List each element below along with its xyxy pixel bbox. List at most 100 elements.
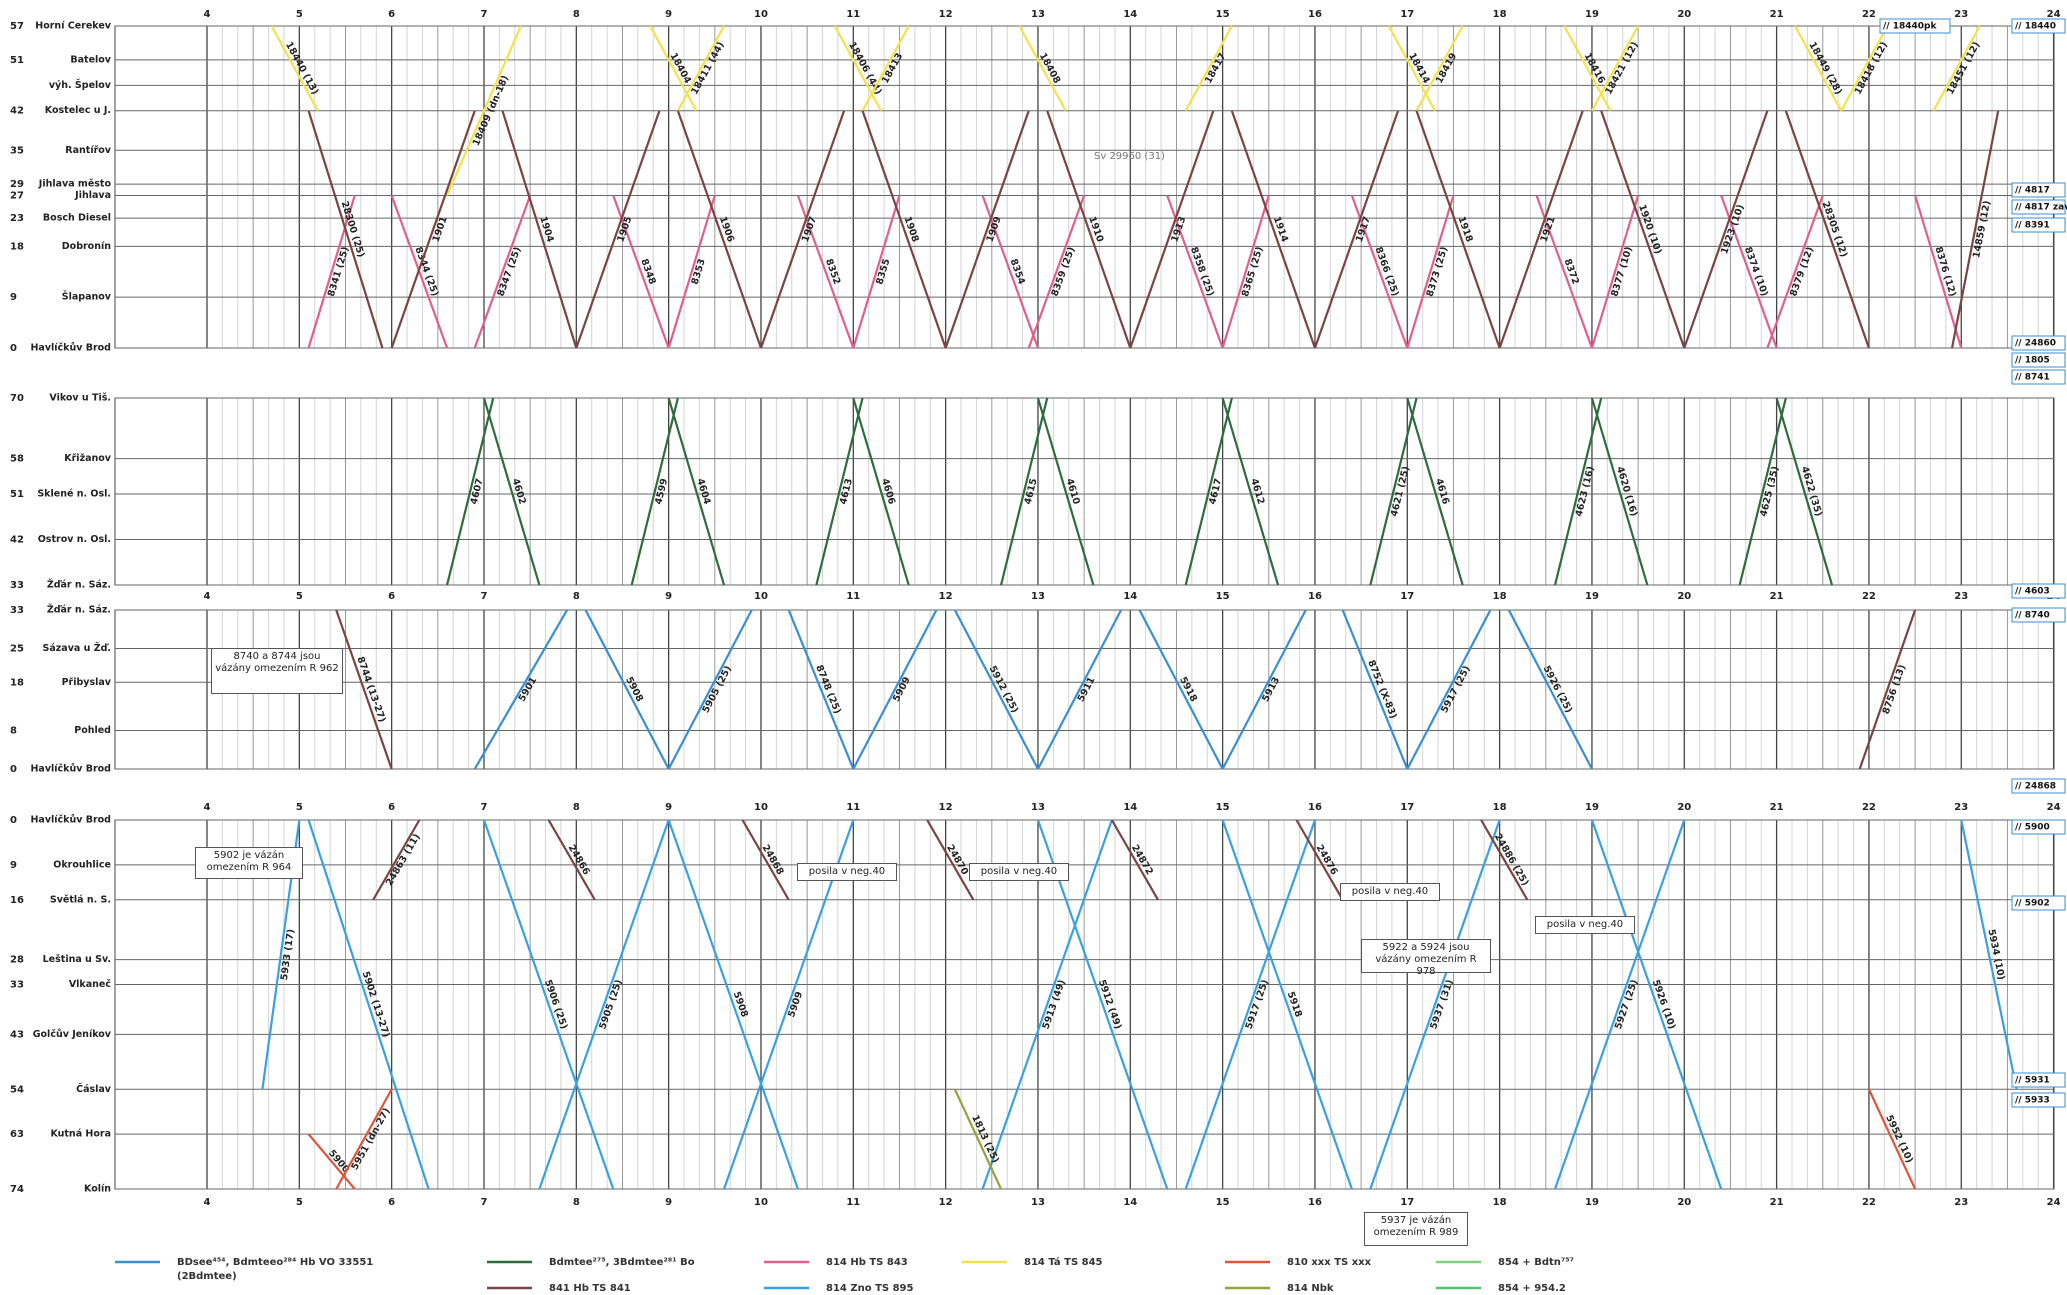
train-path	[667, 397, 726, 586]
hour-label: 10	[754, 9, 768, 20]
train-path	[575, 110, 661, 349]
hour-label: 20	[1677, 802, 1691, 813]
connection-label: // 8740	[2015, 611, 2050, 621]
hour-label: 9	[665, 802, 672, 813]
hour-label: 24	[2047, 9, 2061, 20]
station-km: 54	[10, 1084, 24, 1095]
hour-label: 5	[296, 802, 303, 813]
station-km: 70	[10, 393, 24, 404]
station-km: 9	[10, 860, 17, 871]
connection-label: // 4603	[2015, 587, 2050, 597]
train-path	[981, 195, 1040, 349]
train-path	[1784, 110, 1870, 349]
train-path	[335, 1088, 393, 1190]
train-path	[1018, 25, 1067, 112]
train-path	[1138, 609, 1224, 770]
hour-label: 18	[1493, 9, 1507, 20]
station-km: 42	[10, 535, 24, 546]
hour-label: 11	[846, 802, 860, 813]
station-name: výh. Špelov	[49, 79, 112, 91]
hour-label: 22	[1862, 9, 1876, 20]
connection-label: // 5931	[2015, 1076, 2050, 1086]
hour-label: 6	[388, 9, 395, 20]
note: 5902 je vázán omezením R 964	[195, 847, 303, 879]
hour-label: 7	[481, 591, 488, 602]
train-path	[307, 195, 356, 349]
hour-label: 23	[1954, 1197, 1968, 1208]
train-path	[1932, 25, 1981, 112]
train-path	[1553, 819, 1686, 1190]
hour-label: 18	[1493, 591, 1507, 602]
train-path	[1230, 110, 1316, 349]
hour-label: 14	[1123, 1197, 1137, 1208]
train-path	[649, 25, 698, 112]
hour-label: 20	[1677, 591, 1691, 602]
train-path	[1914, 195, 1963, 349]
hour-label: 4	[204, 1197, 211, 1208]
station-km: 18	[10, 241, 24, 252]
hour-label: 12	[939, 591, 953, 602]
hour-label: 18	[1493, 1197, 1507, 1208]
hour-label: 23	[1954, 802, 1968, 813]
train-path	[1590, 195, 1640, 349]
connection-box	[2011, 18, 2066, 34]
connection-label: // 8741	[2015, 373, 2050, 383]
station-km: 0	[10, 343, 17, 354]
train-path	[852, 609, 938, 770]
station-km: 33	[10, 980, 24, 991]
station-km: 16	[10, 895, 24, 906]
train-path	[861, 25, 910, 112]
train-path	[1406, 195, 1455, 349]
connection-label: // 24860	[2015, 339, 2056, 349]
station-name: Kutná Hora	[50, 1129, 111, 1140]
train-path	[501, 110, 578, 349]
station-km: 43	[10, 1029, 24, 1040]
hour-label: 19	[1585, 1197, 1599, 1208]
train-path	[787, 609, 855, 770]
station-name: Havlíčkův Brod	[30, 815, 111, 826]
station-name: Dobronín	[62, 241, 111, 252]
station-name: Žďár n. Sáz.	[47, 579, 111, 591]
connection-box	[2011, 1092, 2066, 1108]
connection-box	[2011, 607, 2066, 623]
hour-label: 22	[1862, 1197, 1876, 1208]
train-path	[1840, 25, 1889, 112]
train-path	[1221, 195, 1270, 349]
station-km: 29	[10, 179, 24, 190]
station-name: Rantířov	[65, 145, 111, 156]
train-path	[1563, 25, 1612, 112]
hour-label: 12	[939, 9, 953, 20]
station-km: 8	[10, 725, 17, 736]
connection-label: // 1805	[2015, 356, 2050, 366]
connection-label: // 4817	[2015, 186, 2050, 196]
train-path	[1590, 397, 1649, 586]
hour-label: 24	[2047, 1197, 2061, 1208]
station-name: Okrouhlice	[53, 859, 111, 870]
legend-label: 810 xxx TS xxx	[1287, 1257, 1372, 1268]
train-path	[926, 819, 975, 901]
station-name: Ostrov n. Osl.	[38, 534, 111, 545]
hour-label: 21	[1770, 9, 1784, 20]
station-name: Sázava u Žď.	[43, 642, 111, 654]
train-path	[981, 819, 1113, 1190]
station-name: Pohled	[74, 725, 111, 736]
station-km: 42	[10, 106, 24, 117]
train-path	[473, 609, 569, 770]
hour-label: 17	[1400, 1197, 1414, 1208]
train-path	[1950, 110, 2000, 349]
station-name: Kostelec u J.	[45, 105, 111, 116]
hour-label: 22	[1862, 591, 1876, 602]
train-path	[676, 25, 726, 112]
station-km: 9	[10, 292, 17, 303]
train-path	[676, 110, 763, 349]
train-path	[953, 609, 1039, 770]
note: posila v neg.40	[1340, 883, 1440, 901]
hour-label: 6	[388, 591, 395, 602]
hour-label: 5	[296, 591, 303, 602]
station-name: Jihlava	[74, 190, 111, 201]
train-path	[1221, 609, 1307, 770]
connection-box	[2011, 335, 2066, 351]
train-path	[1110, 819, 1159, 901]
train-path	[1600, 110, 1686, 349]
